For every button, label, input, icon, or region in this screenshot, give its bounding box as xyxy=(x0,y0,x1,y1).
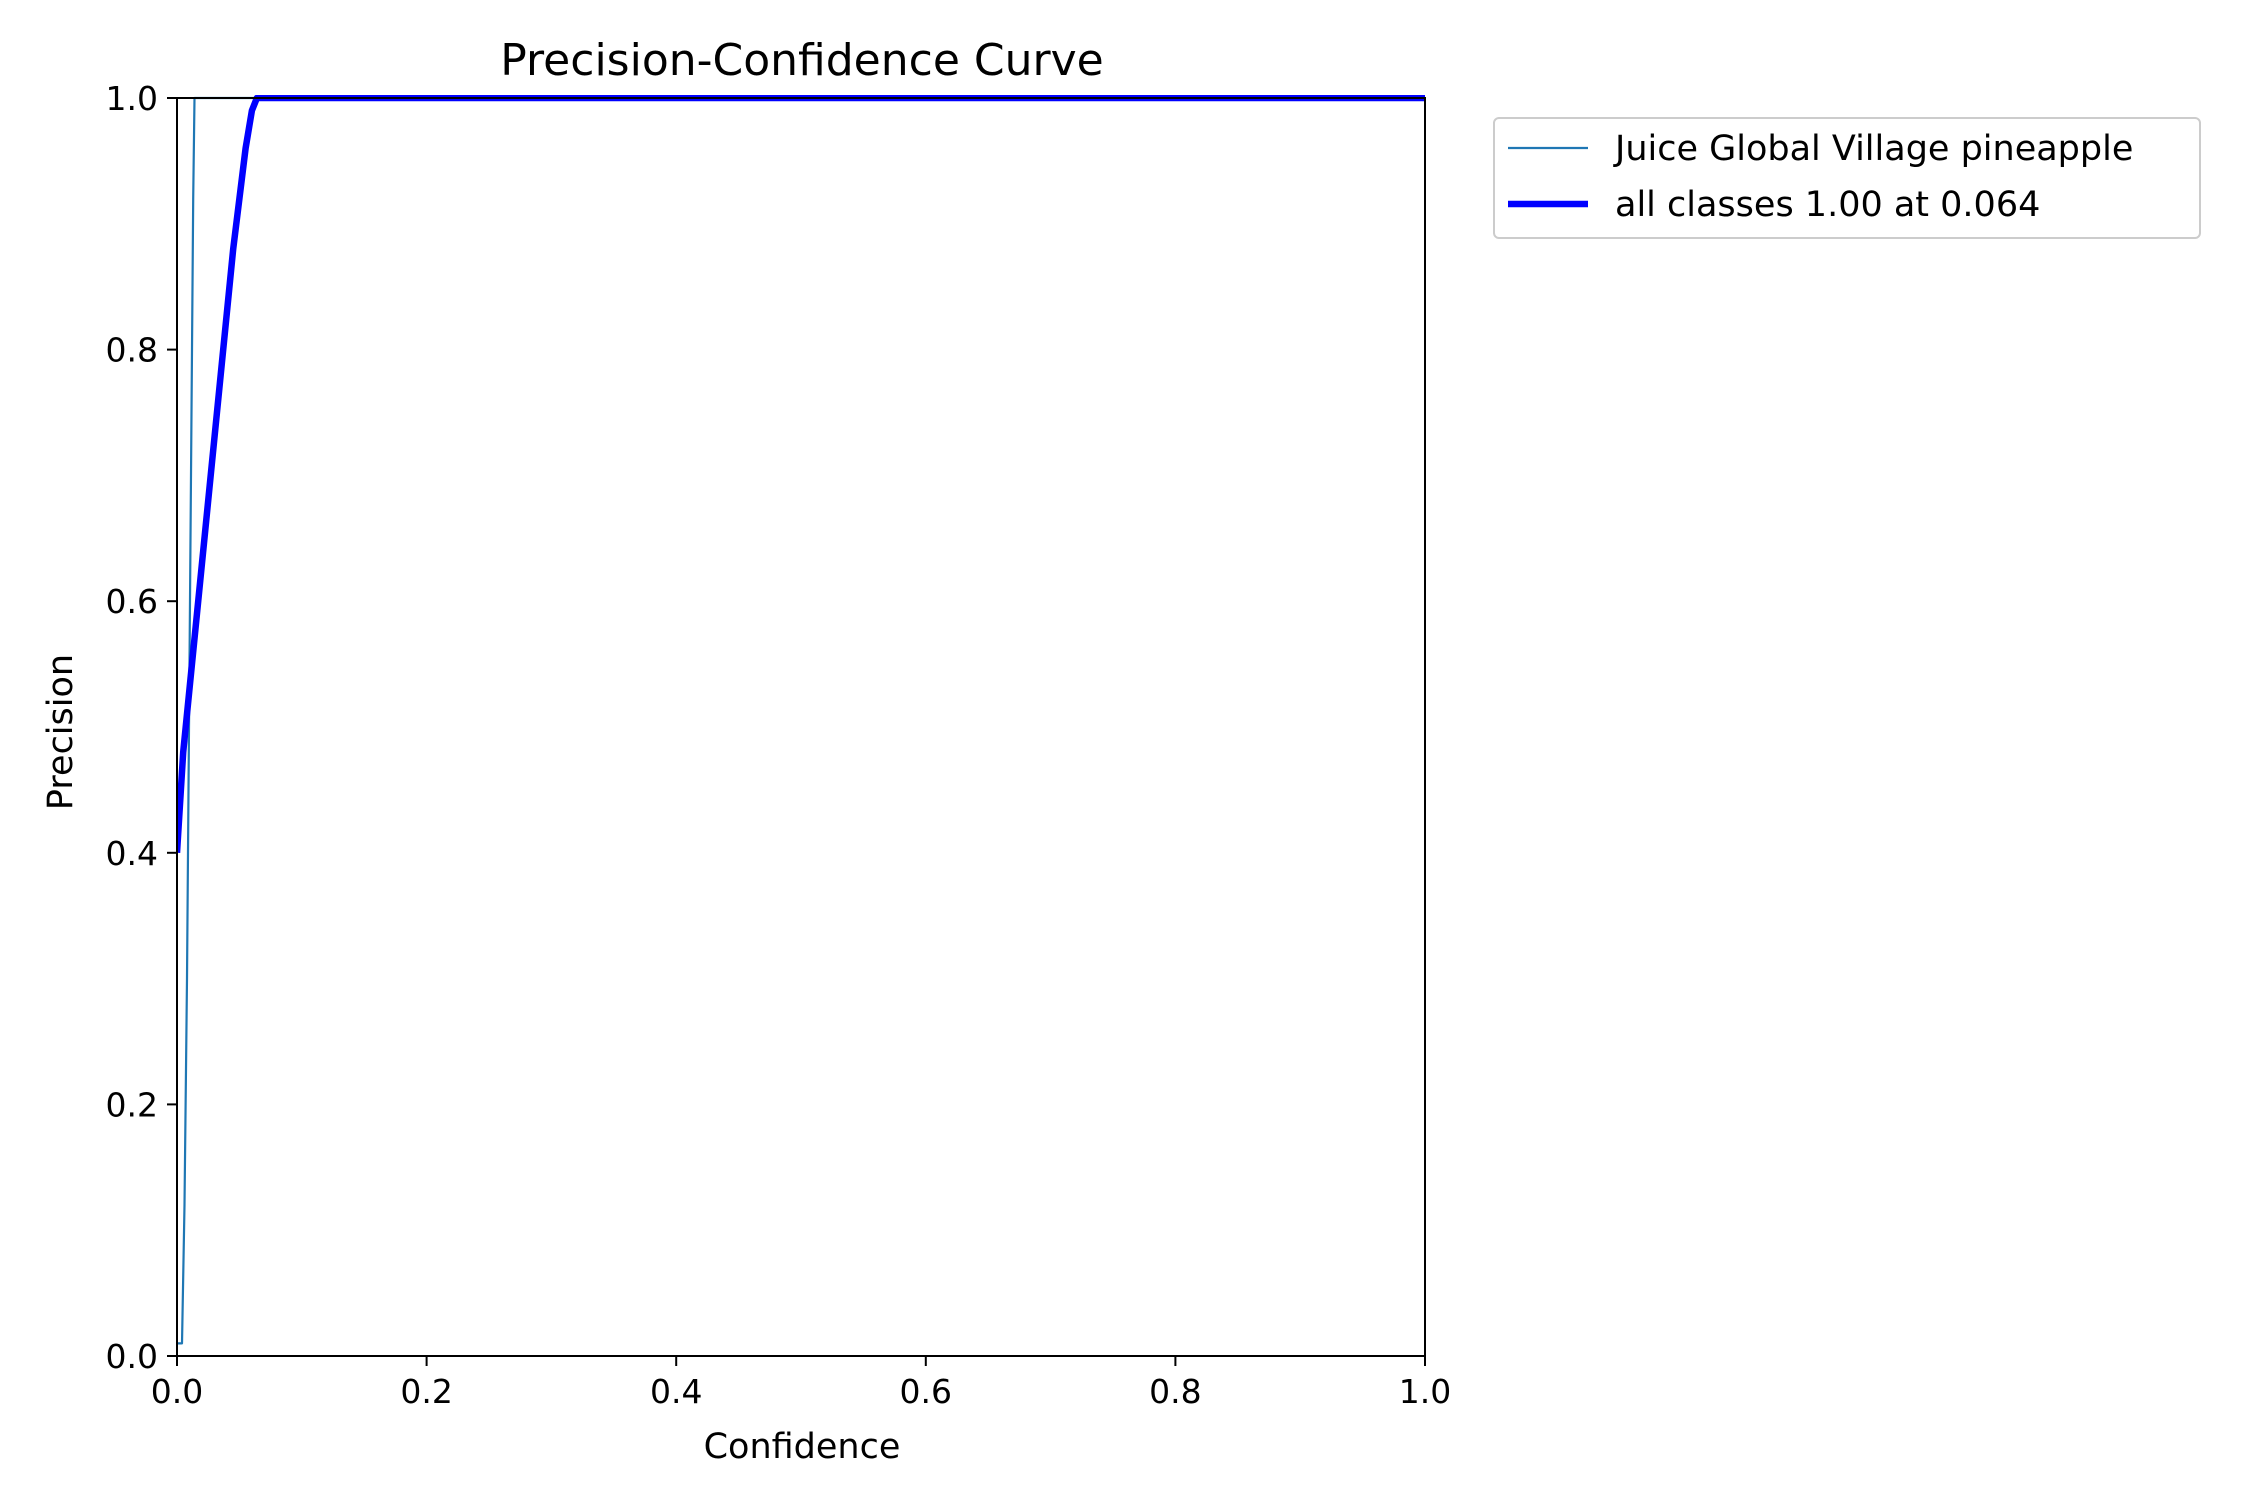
y-tick-label: 0.4 xyxy=(106,834,158,873)
y-tick-label: 0.2 xyxy=(106,1085,158,1124)
legend-label-2: all classes 1.00 at 0.064 xyxy=(1615,185,2040,225)
series-line-1 xyxy=(177,96,1425,1345)
legend-box xyxy=(1493,117,2201,239)
legend: Juice Global Village pineapple all classe… xyxy=(1493,117,2201,239)
plot-area: 0.0 0.2 0.4 0.6 0.8 1.0 0.0 0.2 0.4 0.6 0.8 1.0 xyxy=(106,79,1452,1411)
series-line-2 xyxy=(177,95,1425,853)
chart-title: Precision-Confidence Curve xyxy=(500,35,1103,86)
y-tick-label: 0.0 xyxy=(106,1337,158,1376)
x-tick-label: 0.6 xyxy=(900,1372,952,1411)
x-tick-label: 0.0 xyxy=(151,1372,203,1411)
legend-label-1: Juice Global Village pineapple xyxy=(1613,129,2133,169)
axes-frame xyxy=(176,97,1426,1357)
y-axis-label: Precision xyxy=(41,654,81,810)
x-tick-label: 0.2 xyxy=(400,1372,452,1411)
series-group xyxy=(177,95,1425,1345)
y-tick-label: 0.6 xyxy=(106,582,158,621)
y-tick-label: 0.8 xyxy=(106,331,158,370)
y-tick-label: 1.0 xyxy=(106,79,158,118)
x-tick-label: 1.0 xyxy=(1399,1372,1451,1411)
x-tick-label: 0.8 xyxy=(1149,1372,1201,1411)
x-tick-label: 0.4 xyxy=(650,1372,702,1411)
x-axis-label: Confidence xyxy=(704,1427,901,1467)
